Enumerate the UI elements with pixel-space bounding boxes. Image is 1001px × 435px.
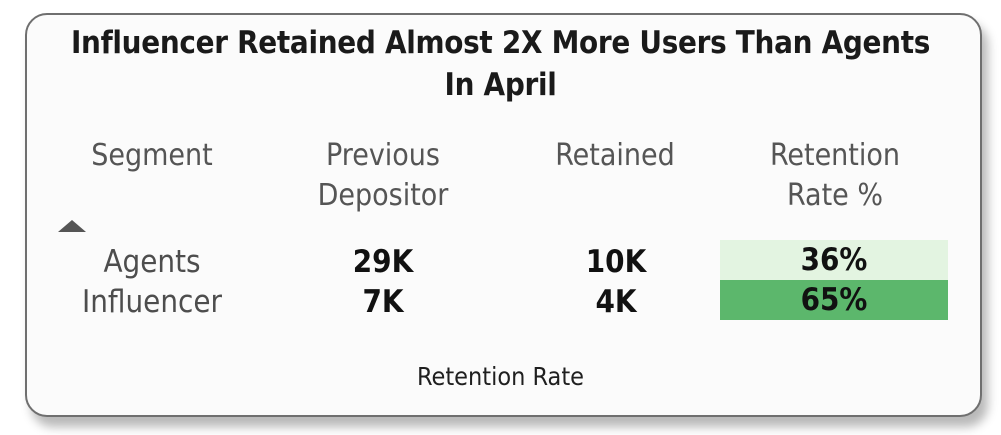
row-agents-retention-rate: 36% — [720, 240, 948, 280]
card-footer-label: Retention Rate — [417, 362, 584, 391]
row-agents-retained: 10K — [585, 244, 647, 280]
header-segment[interactable]: Segment — [91, 138, 213, 173]
retention-card — [25, 13, 982, 417]
header-retained[interactable]: Retained — [555, 138, 675, 173]
row-influencer-retention-rate: 65% — [720, 280, 948, 320]
sort-ascending-icon[interactable] — [58, 220, 86, 232]
row-agents-segment: Agents — [103, 244, 201, 280]
row-agents-previous-depositor: 29K — [352, 244, 414, 280]
header-rate-line-2[interactable]: Rate % — [786, 178, 884, 213]
row-influencer-segment: Influencer — [82, 284, 222, 320]
card-title-line-1: Influencer Retained Almost 2X More Users… — [70, 25, 931, 61]
header-previous-line-1[interactable]: Previous — [326, 138, 440, 173]
header-previous-line-2[interactable]: Depositor — [317, 178, 449, 213]
row-influencer-previous-depositor: 7K — [362, 284, 404, 320]
card-title-line-2: In April — [444, 67, 557, 103]
header-rate-line-1[interactable]: Retention — [769, 138, 900, 173]
row-influencer-retained: 4K — [595, 284, 637, 320]
